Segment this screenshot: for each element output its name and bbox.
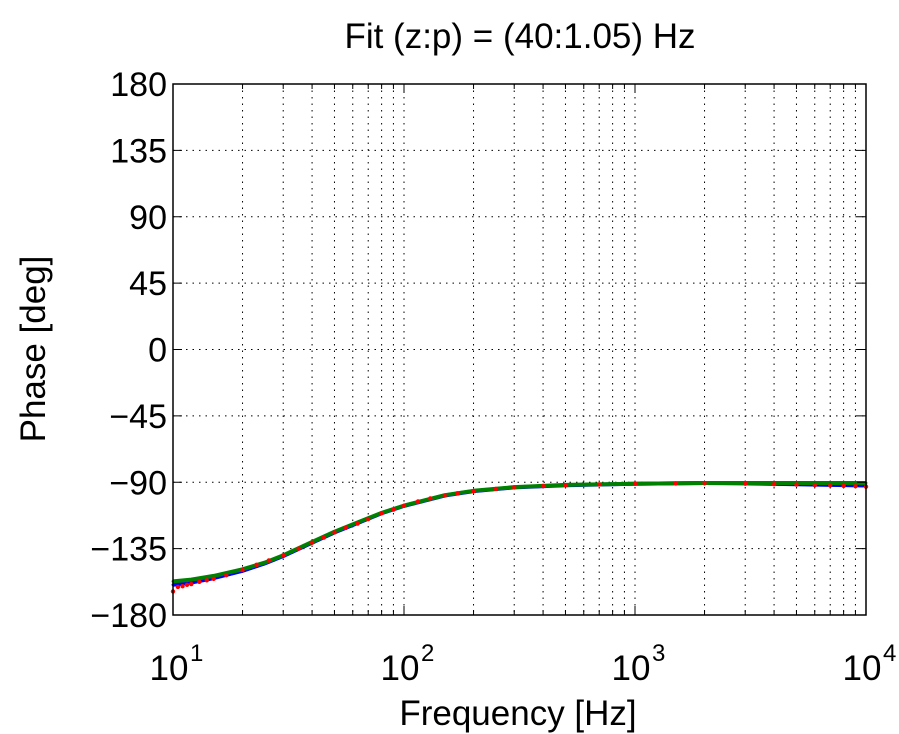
- y-tick-label: 90: [129, 199, 167, 237]
- series-3-point: [415, 499, 421, 504]
- x-tick-base: 10: [150, 649, 189, 688]
- series-3-point: [379, 511, 384, 516]
- x-tick-exponent: 3: [652, 640, 665, 667]
- series-3-point: [224, 572, 229, 578]
- series-3-point: [180, 584, 185, 589]
- series-3-point: [794, 482, 799, 487]
- series-3-point: [254, 562, 259, 568]
- x-tick-exponent: 2: [421, 640, 434, 667]
- series-3-point: [197, 579, 202, 585]
- y-tick-labels: 180 135 90 45 0 −45 −90 −135 −180: [90, 66, 167, 635]
- series-3-point: [702, 481, 707, 486]
- series-3-point: [266, 558, 272, 563]
- series-2-point: [189, 578, 193, 581]
- y-tick-label: −135: [90, 531, 167, 569]
- y-tick-label: −180: [90, 597, 167, 635]
- chart-title: Fit (z:p) = (40:1.05) Hz: [344, 17, 695, 56]
- series-3-point: [189, 581, 194, 587]
- series-2-point: [351, 522, 355, 526]
- series-3-point: [428, 496, 433, 501]
- x-tick-base: 10: [381, 649, 420, 688]
- series-3-point: [343, 525, 349, 531]
- x-tick-exponent: 4: [883, 640, 896, 667]
- series-3-point: [812, 483, 817, 488]
- y-tick-label: −45: [109, 398, 167, 436]
- x-tick-base: 10: [843, 649, 882, 688]
- x-axis-label: Frequency [Hz]: [399, 694, 636, 733]
- y-tick-label: 0: [148, 332, 167, 370]
- x-tick-base: 10: [612, 649, 651, 688]
- y-tick-label: 180: [110, 66, 167, 104]
- series-3-point: [442, 493, 447, 498]
- y-tick-label: −90: [109, 464, 167, 502]
- series-3-point: [673, 481, 678, 486]
- series-3-point: [184, 582, 190, 587]
- series-3-point: [471, 488, 476, 494]
- x-tick-label: 10 4: [843, 640, 897, 688]
- series-3-point: [563, 483, 568, 488]
- data-series: [170, 481, 869, 594]
- y-axis-label: Phase [deg]: [14, 256, 53, 443]
- series-3-point: [743, 481, 748, 486]
- series-3-point: [366, 516, 371, 522]
- series-3-point: [355, 521, 360, 526]
- series-3-point: [512, 485, 517, 490]
- x-tick-labels: 10 1 10 2 10 3 10 4: [150, 640, 897, 688]
- series-3-point: [204, 578, 209, 583]
- series-3-point: [175, 584, 181, 590]
- series-3-point: [281, 553, 286, 558]
- series-2-point: [212, 574, 216, 578]
- series-2-point: [263, 561, 267, 565]
- series-3-point: [493, 486, 499, 492]
- x-tick-exponent: 1: [190, 640, 203, 667]
- series-3-point: [771, 481, 777, 487]
- series-3-point: [240, 567, 245, 573]
- x-tick-label: 10 2: [381, 640, 435, 688]
- series-3-point: [321, 535, 327, 540]
- series-3-point: [401, 503, 407, 509]
- x-tick-label: 10 1: [150, 640, 204, 688]
- series-3-point: [597, 482, 602, 487]
- series-3-point: [540, 483, 546, 489]
- series-3-point: [455, 491, 460, 496]
- series-3-point: [853, 484, 858, 489]
- y-tick-label: 135: [110, 132, 167, 170]
- series-3-point: [332, 530, 337, 535]
- series-3-point: [309, 540, 315, 545]
- axis-ticks: [173, 83, 866, 616]
- series-3-point: [211, 576, 216, 582]
- series-3-point: [296, 546, 301, 551]
- series-3-point: [841, 483, 846, 489]
- x-tick-label: 10 3: [612, 640, 666, 688]
- y-tick-label: 45: [129, 265, 167, 303]
- series-3-point: [632, 481, 638, 486]
- series-3-point: [828, 483, 833, 488]
- series-3-point: [391, 507, 396, 512]
